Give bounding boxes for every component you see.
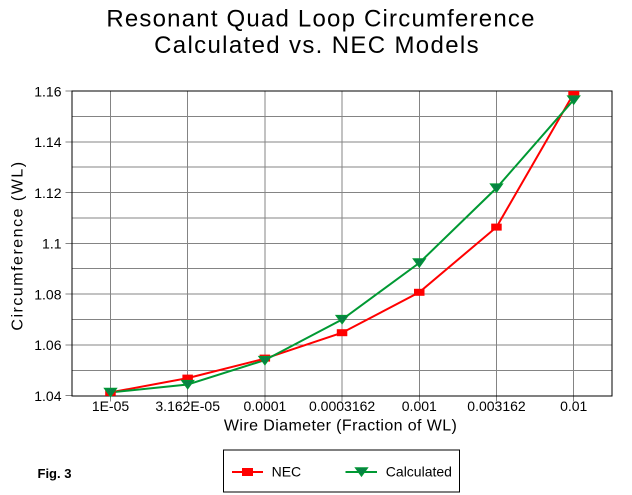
svg-text:0.0001: 0.0001 — [243, 398, 286, 414]
svg-text:3.162E-05: 3.162E-05 — [155, 398, 220, 414]
svg-text:Wire Diameter (Fraction of WL): Wire Diameter (Fraction of WL) — [224, 417, 457, 434]
svg-text:1.06: 1.06 — [34, 337, 61, 353]
svg-text:1.1: 1.1 — [42, 236, 62, 252]
svg-text:0.003162: 0.003162 — [467, 398, 526, 414]
svg-text:0.0003162: 0.0003162 — [309, 398, 375, 414]
svg-text:Resonant Quad Loop Circumferen: Resonant Quad Loop Circumference — [106, 6, 535, 33]
svg-text:0.01: 0.01 — [560, 398, 587, 414]
svg-text:NEC: NEC — [272, 464, 302, 480]
svg-text:Calculated vs. NEC Models: Calculated vs. NEC Models — [154, 32, 480, 59]
svg-text:0.001: 0.001 — [402, 398, 437, 414]
svg-text:1E-05: 1E-05 — [92, 398, 130, 414]
svg-text:1.08: 1.08 — [34, 286, 61, 302]
svg-text:1.16: 1.16 — [34, 83, 61, 99]
svg-text:1.12: 1.12 — [34, 185, 61, 201]
svg-text:Calculated: Calculated — [386, 464, 452, 480]
svg-text:Circumference (WL): Circumference (WL) — [10, 160, 27, 330]
svg-text:Fig. 3: Fig. 3 — [38, 466, 72, 481]
svg-text:1.04: 1.04 — [34, 388, 61, 404]
svg-text:1.14: 1.14 — [34, 134, 61, 150]
